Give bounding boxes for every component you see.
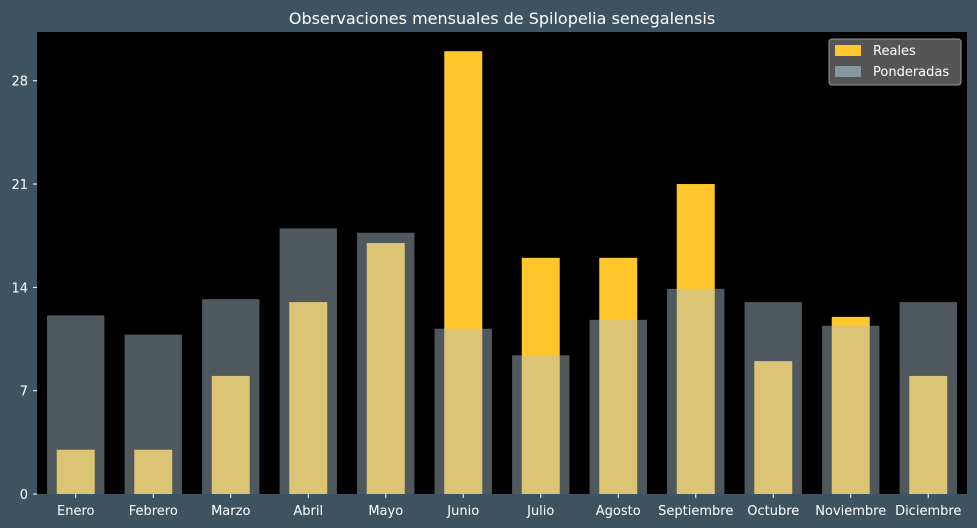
plot-area	[37, 32, 967, 494]
y-tick-label-1: 7	[20, 385, 28, 400]
legend-box	[828, 38, 962, 86]
bar-reales-1	[134, 449, 173, 494]
bar-ponderadas-2	[202, 299, 260, 494]
bar-reales-2	[211, 375, 250, 494]
x-tick-label-9: Octubre	[747, 504, 799, 519]
x-tick-label-0: Enero	[57, 504, 95, 519]
y-tick-label-3: 21	[11, 178, 28, 193]
bar-ponderadas-1	[124, 334, 182, 494]
bar-reales-10	[831, 316, 870, 494]
bar-reales-11	[909, 375, 948, 494]
x-tick-label-4: Mayo	[368, 504, 403, 519]
x-tick-label-3: Abril	[293, 504, 323, 519]
bar-ponderadas-3	[279, 228, 337, 494]
bars	[47, 51, 957, 494]
legend-label-ponderadas: Ponderadas	[873, 65, 949, 80]
axes: Enero Febrero Marzo Abril Mayo Junio Julio Agos…	[11, 75, 961, 519]
y-tick-label-0: 0	[20, 488, 28, 503]
bar-ponderadas-11	[899, 302, 957, 494]
bar-reales-3	[289, 302, 328, 494]
bar-reales-5	[444, 51, 483, 494]
x-tick-label-8: Septiembre	[658, 504, 733, 519]
legend-swatch-ponderadas	[835, 66, 861, 77]
bar-ponderadas-10	[822, 325, 880, 494]
bar-reales-9	[754, 361, 793, 494]
bar-ponderadas-8	[667, 288, 725, 494]
x-tick-label-7: Agosto	[596, 504, 641, 519]
legend: Reales Ponderadas	[828, 38, 962, 86]
legend-swatch-reales	[835, 45, 861, 56]
bar-reales-4	[366, 243, 405, 494]
x-tick-label-5: Junio	[446, 504, 479, 519]
y-tick-label-2: 14	[11, 281, 28, 296]
bar-reales-6	[521, 257, 560, 494]
bar-reales-7	[599, 257, 638, 494]
bar-reales-0	[56, 449, 95, 494]
chart-title: Observaciones mensuales de Spilopelia se…	[289, 9, 715, 28]
bar-ponderadas-6	[512, 355, 570, 494]
x-tick-label-2: Marzo	[211, 504, 250, 519]
y-tick-label-4: 28	[11, 75, 28, 90]
legend-label-reales: Reales	[873, 44, 916, 59]
bar-ponderadas-5	[434, 328, 492, 494]
bar-ponderadas-7	[589, 319, 647, 494]
bar-ponderadas-0	[47, 315, 105, 494]
x-tick-label-1: Febrero	[129, 504, 178, 519]
bar-reales-8	[676, 184, 715, 494]
x-tick-label-6: Julio	[526, 504, 554, 519]
bar-ponderadas-9	[744, 302, 802, 494]
bar-ponderadas-4	[357, 232, 415, 494]
x-tick-label-10: Noviembre	[815, 504, 886, 519]
x-tick-label-11: Diciembre	[895, 504, 961, 519]
